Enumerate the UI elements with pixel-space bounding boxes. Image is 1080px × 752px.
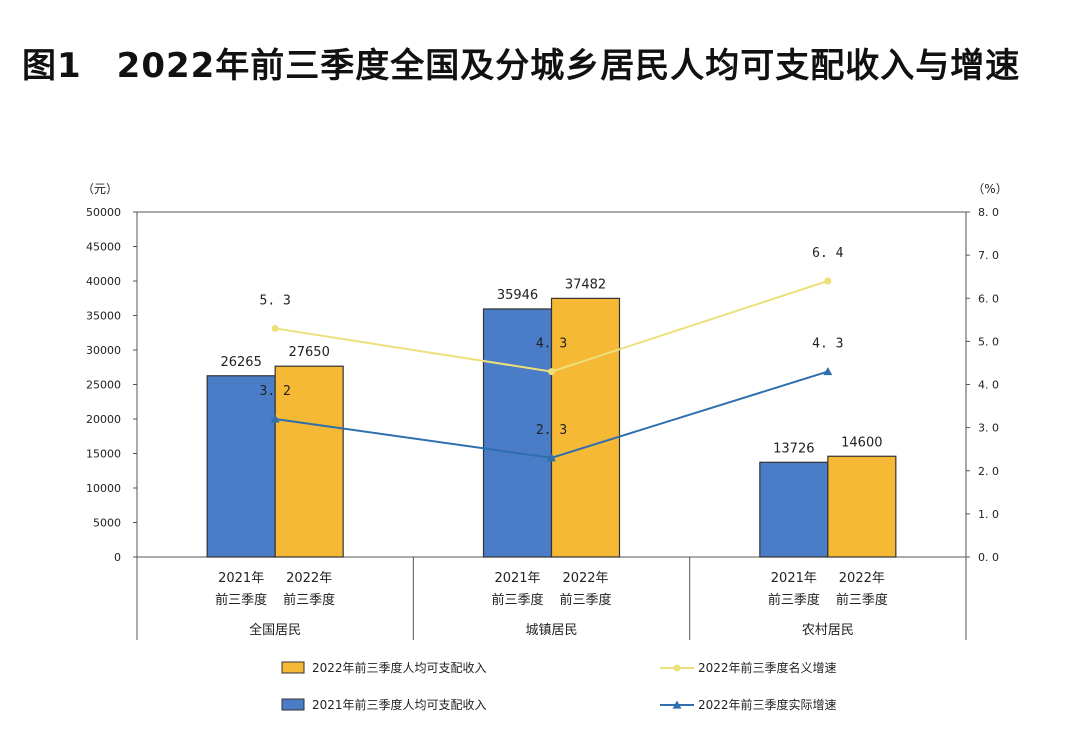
line-point [548, 368, 555, 376]
group-label: 农村居民 [802, 623, 854, 638]
bar [759, 461, 829, 558]
line-point [824, 277, 832, 285]
legend-label: 2021年前三季度人均可支配收入 [312, 697, 487, 712]
left-tick-label: 30000 [86, 344, 121, 357]
right-tick-label: 4. 0 [978, 379, 999, 392]
bar-category-label: 2022年 [839, 571, 885, 586]
bar-category-label: 前三季度 [768, 592, 820, 608]
left-tick-label: 0 [114, 551, 121, 564]
bar [482, 308, 553, 558]
figure-title: 图1 2022年前三季度全国及分城乡居民人均可支配收入与增速 [22, 46, 1021, 86]
left-tick-label: 20000 [86, 413, 121, 426]
right-tick-label: 0. 0 [978, 551, 999, 564]
legend-swatch [281, 698, 305, 711]
legend-marker [673, 664, 681, 672]
left-tick-label: 5000 [93, 517, 121, 530]
line-value-label: 4. 3 [536, 337, 567, 352]
bar-value-label: 14600 [841, 435, 882, 450]
right-tick-label: 8. 0 [978, 206, 999, 219]
left-axis-unit: （元） [82, 182, 118, 196]
right-tick-label: 7. 0 [978, 249, 999, 262]
line-value-label: 6. 4 [812, 246, 843, 261]
right-tick-label: 6. 0 [978, 292, 999, 305]
bar-category-label: 2021年 [494, 571, 540, 586]
bar-value-label: 13726 [773, 441, 814, 456]
bar-value-label: 37482 [565, 277, 606, 292]
bar [827, 455, 897, 558]
bar [550, 297, 621, 558]
bar-value-label: 35946 [497, 288, 538, 303]
bar-category-label: 2021年 [771, 571, 817, 586]
right-tick-label: 3. 0 [978, 422, 999, 435]
legend-label: 2022年前三季度人均可支配收入 [312, 660, 487, 675]
right-tick-label: 1. 0 [978, 508, 999, 521]
right-axis-unit: （%） [972, 182, 1007, 196]
left-tick-label: 35000 [86, 310, 121, 323]
line-value-label: 2. 3 [536, 423, 567, 438]
bar-category-label: 2021年 [218, 571, 264, 586]
line-point [271, 324, 279, 332]
group-label: 城镇居民 [525, 623, 577, 638]
line-value-label: 4. 3 [812, 337, 843, 352]
bar-category-label: 前三季度 [283, 592, 335, 608]
legend-label: 2022年前三季度名义增速 [698, 660, 837, 675]
legend-marker [672, 700, 682, 709]
bar-category-label: 前三季度 [215, 592, 267, 608]
left-tick-label: 10000 [86, 482, 121, 495]
right-tick-label: 5. 0 [978, 335, 999, 348]
bar [274, 365, 344, 558]
bar-category-label: 前三季度 [559, 592, 611, 608]
left-tick-label: 25000 [86, 379, 121, 392]
left-tick-label: 50000 [86, 206, 121, 219]
line-point [270, 414, 280, 423]
group-label: 全国居民 [249, 622, 301, 638]
bar-value-label: 27650 [288, 345, 329, 360]
bar-category-label: 2022年 [562, 571, 608, 586]
bar-category-label: 前三季度 [836, 592, 888, 608]
right-tick-label: 2. 0 [978, 465, 999, 478]
left-tick-label: 15000 [86, 448, 121, 461]
line-value-label: 3. 2 [260, 384, 291, 399]
legend-swatch [281, 661, 305, 674]
bar-value-label: 26265 [220, 355, 261, 370]
line-value-label: 5. 3 [260, 293, 291, 308]
bar-category-label: 2022年 [286, 571, 332, 586]
legend-label: 2022年前三季度实际增速 [698, 697, 837, 712]
bar [206, 375, 276, 558]
left-tick-label: 45000 [86, 241, 121, 254]
left-tick-label: 40000 [86, 275, 121, 288]
bar-category-label: 前三季度 [491, 592, 543, 608]
line-point [823, 367, 833, 376]
line-point [547, 453, 556, 462]
